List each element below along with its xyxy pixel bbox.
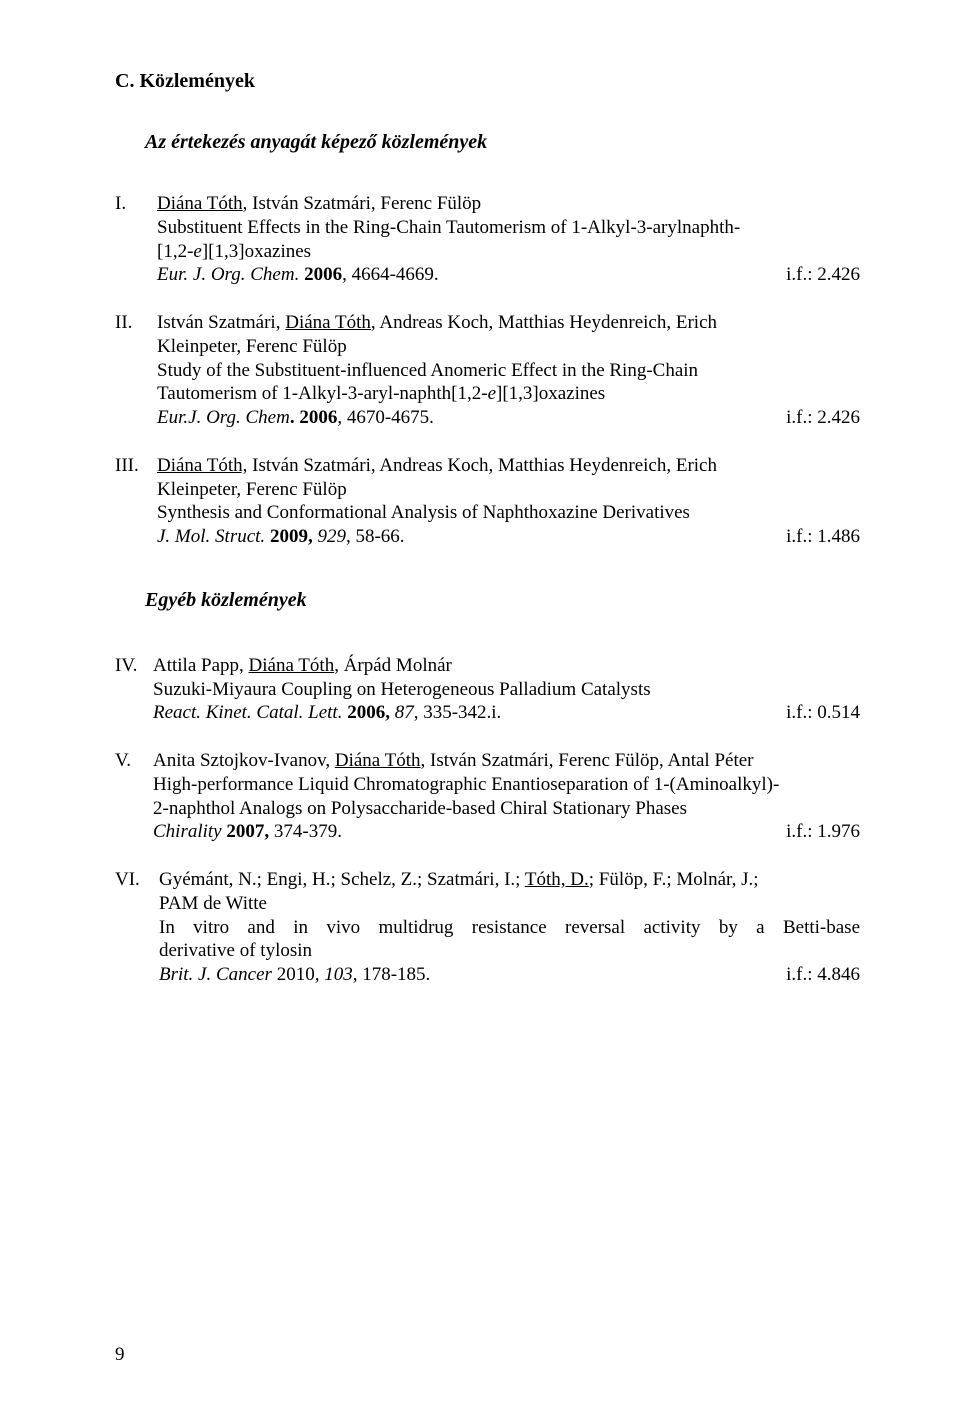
authors-after: ; Fülöp, F.; Molnár, J.; xyxy=(589,869,759,890)
authors: , István Szatmári, Ferenc Fülöp xyxy=(243,193,482,214)
authors-before: Anita Sztojkov-Ivanov, xyxy=(153,750,335,771)
publication-entry-6: VI. Gyémánt, N.; Engi, H.; Schelz, Z.; S… xyxy=(115,868,860,987)
section-heading: C. Közlemények xyxy=(115,70,860,93)
authors-after: , Andreas Koch, Matthias Heydenreich, Er… xyxy=(371,312,717,333)
title-line-2: derivative of tylosin xyxy=(159,939,860,963)
author-underlined: Diána Tóth xyxy=(285,312,371,333)
title-line-1: High-performance Liquid Chromatographic … xyxy=(153,773,860,797)
authors-after: , István Szatmári, Ferenc Fülöp, Antal P… xyxy=(421,750,754,771)
reference-line: Brit. J. Cancer 2010, 103, 178-185. i.f.… xyxy=(159,963,860,987)
publication-entry-1: I.Diána Tóth, István Szatmári, Ferenc Fü… xyxy=(115,192,860,287)
impact-factor: i.f.: 2.426 xyxy=(786,263,860,287)
reference-line: React. Kinet. Catal. Lett. 2006, 87, 335… xyxy=(153,701,860,725)
impact-factor: i.f.: 1.976 xyxy=(786,820,860,844)
impact-factor: i.f.: 2.426 xyxy=(786,406,860,430)
authors-before: Gyémánt, N.; Engi, H.; Schelz, Z.; Szatm… xyxy=(159,869,525,890)
author-underlined: Diána Tóth xyxy=(335,750,421,771)
entry-number: III. xyxy=(115,454,157,478)
impact-factor: i.f.: 4.846 xyxy=(786,963,860,987)
impact-factor: i.f.: 0.514 xyxy=(786,701,860,725)
publication-entry-3: III.Diána Tóth, István Szatmári, Andreas… xyxy=(115,454,860,549)
title-line-1: In vitro and in vivo multidrug resistanc… xyxy=(159,916,860,940)
authors-before: Attila Papp, xyxy=(153,655,249,676)
publication-entry-4: IV.Attila Papp, Diána Tóth, Árpád Molnár… xyxy=(115,654,860,725)
authors-line-2: Kleinpeter, Ferenc Fülöp xyxy=(157,478,860,502)
entry-number: V. xyxy=(115,749,153,773)
reference-line: Eur. J. Org. Chem. 2006, 4664-4669. i.f.… xyxy=(157,263,860,287)
authors-line-2: PAM de Witte xyxy=(159,892,860,916)
publication-entry-5: V.Anita Sztojkov-Ivanov, Diána Tóth, Ist… xyxy=(115,749,860,844)
title-line-1: Study of the Substituent-influenced Anom… xyxy=(157,359,860,383)
authors-before: István Szatmári, xyxy=(157,312,285,333)
reference-line: Chirality 2007, 374-379. i.f.: 1.976 xyxy=(153,820,860,844)
title-line: Suzuki-Miyaura Coupling on Heterogeneous… xyxy=(153,678,860,702)
reference-line: Eur.J. Org. Chem. 2006, 4670-4675. i.f.:… xyxy=(157,406,860,430)
title-line-1: Substituent Effects in the Ring-Chain Ta… xyxy=(157,216,860,240)
title-line-2: [1,2-e][1,3]oxazines xyxy=(157,240,860,264)
author-underlined: Diána Tóth xyxy=(249,655,335,676)
authors-line-2: Kleinpeter, Ferenc Fülöp xyxy=(157,335,860,359)
entry-number: IV. xyxy=(115,654,153,678)
title-line-2: Tautomerism of 1-Alkyl-3-aryl-naphth[1,2… xyxy=(157,382,860,406)
title-line-2: 2-naphthol Analogs on Polysaccharide-bas… xyxy=(153,797,860,821)
authors-after: István Szatmári, Andreas Koch, Matthias … xyxy=(247,455,717,476)
authors-after: , Árpád Molnár xyxy=(334,655,452,676)
entry-number: II. xyxy=(115,311,157,335)
subsection-heading-1: Az értekezés anyagát képező közlemények xyxy=(145,131,860,154)
impact-factor: i.f.: 1.486 xyxy=(786,525,860,549)
entry-number: I. xyxy=(115,192,157,216)
publication-entry-2: II.István Szatmári, Diána Tóth, Andreas … xyxy=(115,311,860,430)
page-number: 9 xyxy=(115,1344,125,1366)
author-underlined: Tóth, D. xyxy=(525,869,589,890)
author-underlined: Diána Tóth xyxy=(157,193,243,214)
entry-number: VI. xyxy=(115,868,159,892)
author-underlined: Diána Tóth, xyxy=(157,455,247,476)
subsection-heading-2: Egyéb közlemények xyxy=(145,589,860,612)
title-line: Synthesis and Conformational Analysis of… xyxy=(157,501,860,525)
reference-line: J. Mol. Struct. 2009, 929, 58-66. i.f.: … xyxy=(157,525,860,549)
